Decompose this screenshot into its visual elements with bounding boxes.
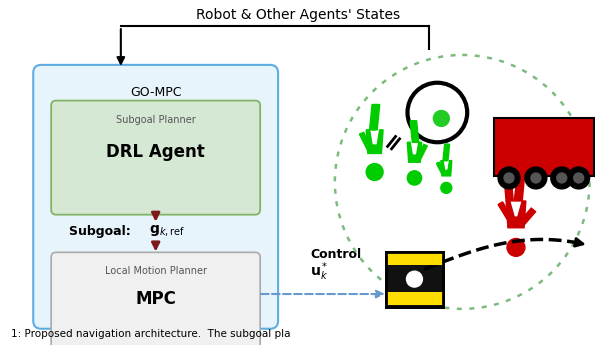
Circle shape <box>557 173 567 183</box>
Polygon shape <box>445 144 449 161</box>
Text: Control: Control <box>310 248 361 261</box>
Polygon shape <box>366 130 383 154</box>
Text: DRL Agent: DRL Agent <box>106 143 205 161</box>
Polygon shape <box>410 121 417 142</box>
Polygon shape <box>412 121 419 142</box>
Polygon shape <box>436 162 445 174</box>
Text: Subgoal Planner: Subgoal Planner <box>116 116 195 126</box>
Polygon shape <box>498 202 513 221</box>
Text: Subgoal:: Subgoal: <box>69 225 135 238</box>
FancyBboxPatch shape <box>51 252 260 346</box>
Circle shape <box>568 167 589 189</box>
Circle shape <box>551 167 573 189</box>
Circle shape <box>441 182 452 193</box>
Circle shape <box>507 238 525 256</box>
Polygon shape <box>441 161 452 176</box>
FancyBboxPatch shape <box>386 252 443 265</box>
FancyBboxPatch shape <box>386 292 443 305</box>
Circle shape <box>574 173 583 183</box>
FancyBboxPatch shape <box>386 252 443 307</box>
Text: Local Motion Planner: Local Motion Planner <box>105 266 207 276</box>
Circle shape <box>498 167 520 189</box>
Text: $\mathbf{u}_k^*$: $\mathbf{u}_k^*$ <box>310 260 328 282</box>
Circle shape <box>525 167 547 189</box>
Polygon shape <box>359 133 372 151</box>
Polygon shape <box>520 208 536 225</box>
Circle shape <box>504 173 514 183</box>
Text: $\mathbf{g}_{k,\mathrm{ref}}$: $\mathbf{g}_{k,\mathrm{ref}}$ <box>148 224 185 239</box>
Text: Robot & Other Agents' States: Robot & Other Agents' States <box>196 8 400 22</box>
Polygon shape <box>370 104 377 130</box>
Text: MPC: MPC <box>135 290 176 308</box>
Polygon shape <box>417 144 427 160</box>
Polygon shape <box>407 142 421 162</box>
Circle shape <box>531 173 541 183</box>
Circle shape <box>366 164 383 181</box>
Text: 1: Proposed navigation architecture.  The subgoal pla: 1: Proposed navigation architecture. The… <box>11 329 291 339</box>
FancyBboxPatch shape <box>494 118 594 176</box>
Polygon shape <box>506 201 526 228</box>
Polygon shape <box>372 104 380 130</box>
FancyBboxPatch shape <box>51 101 260 215</box>
Polygon shape <box>443 144 448 161</box>
Polygon shape <box>514 172 525 201</box>
Circle shape <box>433 110 449 126</box>
Text: GO-MPC: GO-MPC <box>130 86 181 99</box>
FancyBboxPatch shape <box>33 65 278 329</box>
Circle shape <box>407 171 421 185</box>
Polygon shape <box>504 172 513 201</box>
Circle shape <box>406 271 423 287</box>
